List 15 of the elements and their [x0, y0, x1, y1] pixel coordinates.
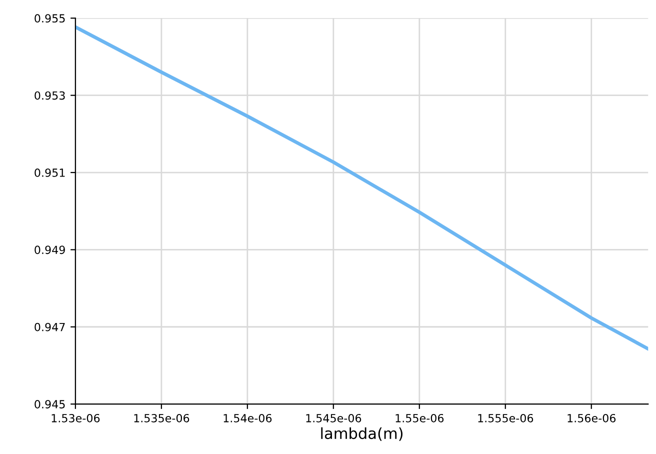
x-tick-label: 1.53e-06: [52, 414, 100, 422]
x-tick-label: 1.54e-06: [224, 414, 272, 422]
line-series: [75, 25, 648, 351]
y-tick-label: 0.951: [34, 168, 65, 177]
y-tick-label: 0.953: [34, 91, 65, 100]
y-tick-label: 0.947: [34, 322, 65, 332]
x-tick-label: 1.535e-06: [134, 414, 190, 422]
y-tick-label: 0.945: [34, 400, 65, 408]
x-tick-label: 1.56e-06: [568, 414, 616, 422]
x-tick-label: 1.55e-06: [396, 414, 444, 422]
x-tick-label: 1.545e-06: [306, 414, 362, 422]
x-tick-label: 1.555e-06: [478, 414, 534, 422]
x-axis-title: lambda(m): [321, 427, 402, 441]
y-tick-label: 0.955: [34, 14, 65, 23]
y-tick-label: 0.949: [34, 246, 65, 254]
